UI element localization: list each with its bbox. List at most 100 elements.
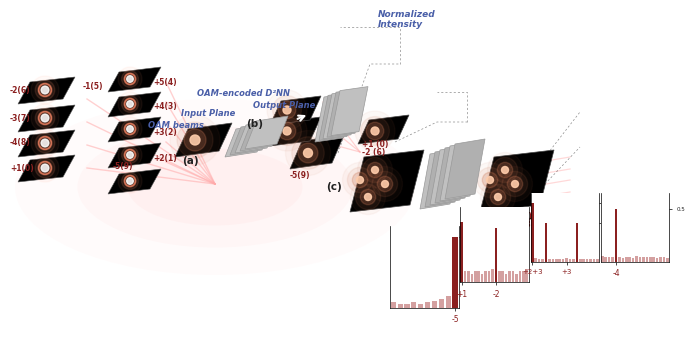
Circle shape bbox=[501, 167, 508, 173]
Polygon shape bbox=[108, 67, 161, 92]
Bar bbox=[391, 302, 396, 308]
Polygon shape bbox=[445, 139, 485, 199]
Text: Input Plane: Input Plane bbox=[181, 109, 235, 118]
Bar bbox=[656, 259, 659, 262]
Polygon shape bbox=[108, 92, 161, 117]
Bar bbox=[405, 304, 409, 308]
Bar bbox=[484, 272, 487, 282]
Polygon shape bbox=[331, 87, 368, 135]
Ellipse shape bbox=[127, 148, 302, 225]
Bar bbox=[593, 259, 595, 262]
Bar bbox=[522, 272, 524, 282]
Ellipse shape bbox=[78, 127, 353, 248]
Circle shape bbox=[38, 161, 52, 175]
Circle shape bbox=[38, 136, 52, 150]
Circle shape bbox=[272, 117, 302, 145]
Circle shape bbox=[347, 167, 372, 193]
Circle shape bbox=[382, 181, 388, 187]
Circle shape bbox=[286, 131, 330, 175]
Circle shape bbox=[124, 175, 136, 187]
Circle shape bbox=[38, 111, 52, 125]
Bar bbox=[601, 256, 603, 262]
Bar bbox=[491, 269, 494, 282]
Circle shape bbox=[363, 157, 388, 183]
Circle shape bbox=[365, 194, 372, 200]
Circle shape bbox=[356, 184, 381, 210]
Circle shape bbox=[118, 92, 142, 116]
Circle shape bbox=[35, 133, 55, 153]
Bar bbox=[589, 259, 592, 262]
Bar bbox=[398, 304, 402, 308]
Circle shape bbox=[498, 167, 533, 201]
Bar bbox=[501, 272, 504, 282]
Polygon shape bbox=[18, 77, 75, 104]
Bar bbox=[575, 223, 578, 262]
Bar bbox=[586, 259, 589, 262]
Circle shape bbox=[473, 162, 508, 197]
Bar bbox=[579, 259, 582, 262]
Bar bbox=[566, 258, 568, 262]
Text: +2, -4  (1,8): +2, -4 (1,8) bbox=[483, 220, 534, 229]
Circle shape bbox=[356, 176, 363, 184]
Bar bbox=[505, 274, 508, 282]
Bar bbox=[615, 209, 617, 262]
Polygon shape bbox=[235, 120, 278, 153]
Text: +3,+3 (2,2): +3,+3 (2,2) bbox=[483, 212, 532, 221]
Circle shape bbox=[355, 111, 395, 151]
Text: -5(9): -5(9) bbox=[113, 162, 134, 171]
Circle shape bbox=[342, 162, 377, 197]
Circle shape bbox=[118, 169, 142, 193]
Circle shape bbox=[127, 76, 133, 82]
Bar bbox=[649, 258, 652, 262]
Bar bbox=[439, 299, 444, 308]
Bar bbox=[481, 274, 484, 282]
Circle shape bbox=[122, 121, 139, 137]
Circle shape bbox=[31, 76, 59, 104]
Text: +1 (0): +1 (0) bbox=[362, 140, 389, 149]
Polygon shape bbox=[435, 143, 475, 203]
Polygon shape bbox=[230, 122, 273, 155]
Bar bbox=[596, 259, 598, 262]
Bar bbox=[639, 258, 641, 262]
Circle shape bbox=[283, 106, 291, 114]
Polygon shape bbox=[18, 105, 75, 132]
Text: OAM-encoded D²NN: OAM-encoded D²NN bbox=[197, 89, 290, 98]
Bar bbox=[636, 256, 638, 262]
Polygon shape bbox=[175, 123, 232, 157]
Text: Normalized
Intensity: Normalized Intensity bbox=[378, 10, 435, 29]
Bar bbox=[432, 301, 437, 308]
Polygon shape bbox=[270, 117, 321, 146]
Text: -3(7): -3(7) bbox=[10, 114, 31, 122]
Bar bbox=[498, 272, 500, 282]
Circle shape bbox=[304, 148, 312, 158]
Bar bbox=[467, 272, 470, 282]
Circle shape bbox=[360, 189, 376, 205]
Circle shape bbox=[368, 162, 383, 178]
Text: -2(6): -2(6) bbox=[10, 86, 31, 94]
Circle shape bbox=[184, 129, 206, 151]
Bar bbox=[572, 259, 575, 262]
Circle shape bbox=[124, 98, 136, 110]
Bar bbox=[495, 228, 497, 282]
Polygon shape bbox=[290, 135, 344, 169]
Bar bbox=[538, 259, 540, 262]
Circle shape bbox=[482, 172, 498, 188]
Polygon shape bbox=[108, 117, 161, 142]
Circle shape bbox=[127, 101, 133, 107]
Bar bbox=[519, 272, 522, 282]
Polygon shape bbox=[480, 150, 554, 212]
Circle shape bbox=[298, 143, 318, 163]
Circle shape bbox=[278, 101, 296, 119]
Bar bbox=[545, 223, 547, 262]
Bar bbox=[652, 258, 655, 262]
Circle shape bbox=[122, 173, 139, 189]
Circle shape bbox=[490, 189, 505, 205]
Bar bbox=[535, 258, 537, 262]
Bar bbox=[508, 272, 511, 282]
Circle shape bbox=[41, 86, 49, 94]
Polygon shape bbox=[425, 147, 465, 207]
Circle shape bbox=[41, 164, 49, 172]
Circle shape bbox=[371, 127, 379, 135]
Bar bbox=[645, 258, 648, 262]
Polygon shape bbox=[270, 96, 321, 125]
